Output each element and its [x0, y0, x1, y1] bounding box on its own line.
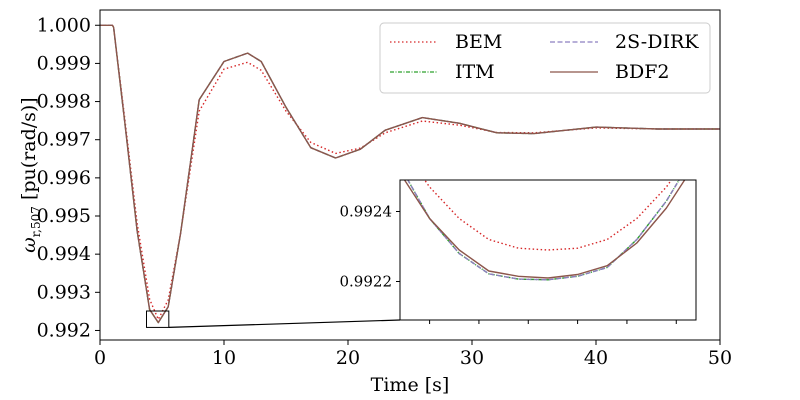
- inset-y-axis: 0.9922 0.9924: [340, 203, 400, 291]
- inset-series-line-2s-dirk: [407, 180, 680, 281]
- y-tick-label: 0.992: [37, 319, 91, 341]
- inset-y-tick-label: 0.9922: [340, 273, 393, 291]
- y-tick-label: 0.997: [37, 129, 91, 151]
- x-tick-label: 50: [708, 347, 732, 369]
- y-tick-label: 0.994: [37, 243, 91, 265]
- legend-label-bdf2: BDF2: [615, 61, 669, 83]
- y-axis: 0.992 0.993 0.994 0.995 0.996 0.997 0.998 0.999…: [37, 14, 100, 341]
- inset-frame: [399, 179, 697, 321]
- x-tick-label: 20: [336, 347, 360, 369]
- y-axis-label-subscript: r,507: [29, 206, 43, 237]
- y-tick-label: 0.993: [37, 281, 91, 303]
- y-tick-label: 0.998: [37, 91, 91, 113]
- x-axis: 0 10 20 30 40 50: [94, 340, 732, 369]
- x-tick-label: 0: [94, 347, 106, 369]
- inset-x-axis: [429, 320, 677, 324]
- y-axis-label-unit: [pu(rad/s)]: [18, 97, 40, 206]
- x-tick-label: 30: [460, 347, 484, 369]
- zoom-connector-line: [168, 319, 401, 329]
- inset-series-group: [403, 180, 686, 281]
- legend-label-2s-dirk: 2S-DIRK: [615, 31, 699, 53]
- inset-series-line-bem: [423, 180, 673, 251]
- legend-frame: [379, 22, 711, 94]
- zoom-box: [146, 310, 170, 328]
- main-series-group: [100, 24, 720, 324]
- inset-background: [400, 180, 696, 320]
- y-tick-label: 1.000: [37, 14, 91, 36]
- inset-plot: 0.9922 0.9924: [340, 179, 697, 324]
- zoom-connectors: [168, 319, 401, 329]
- inset-y-tick-label: 0.9924: [340, 203, 393, 221]
- y-axis-label-symbol: ω: [18, 237, 40, 253]
- inset-series-line-bdf2: [403, 180, 686, 279]
- x-tick-label: 40: [584, 347, 608, 369]
- legend: BEM ITM 2S-DIRK BDF2: [379, 22, 711, 94]
- y-tick-label: 0.999: [37, 52, 91, 74]
- main-plot: 0 10 20 30 40 50 0.9920.9930.9940.9950.9960.9…: [37, 9, 732, 369]
- plot-frame: [99, 9, 721, 341]
- legend-label-itm: ITM: [455, 61, 495, 83]
- y-tick-label: 0.996: [37, 167, 91, 189]
- series-line-bdf2: [100, 24, 720, 324]
- x-axis-label: Time [s]: [371, 374, 450, 396]
- legend-label-bem: BEM: [455, 31, 502, 53]
- y-axis-label: ωr,507 [pu(rad/s)]: [18, 97, 43, 252]
- x-tick-label: 10: [212, 347, 236, 369]
- y-tick-label: 0.995: [37, 205, 91, 227]
